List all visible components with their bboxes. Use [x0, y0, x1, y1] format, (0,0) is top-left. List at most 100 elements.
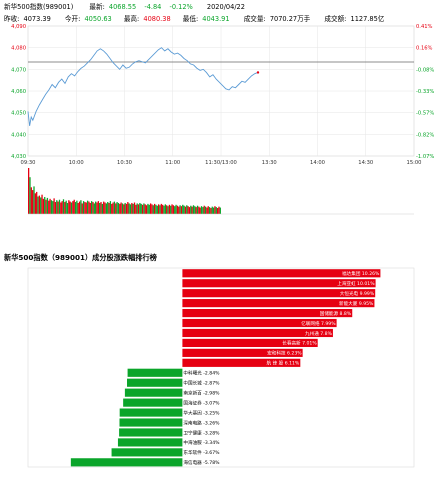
- volume-bar: [199, 207, 201, 214]
- volume-bar: [42, 198, 45, 214]
- volume-bar: [86, 200, 89, 214]
- high-label: 最高:: [123, 15, 140, 23]
- volume-bar: [76, 200, 78, 214]
- volume-bar: [70, 202, 73, 214]
- ranking-bar-label: 海信电器 -5.78%: [183, 459, 220, 466]
- volume-bar: [182, 204, 184, 214]
- volume-bar: [34, 193, 36, 214]
- ranking-bar: [182, 328, 333, 338]
- ranking-bar-label: 大恒光电 9.99%: [340, 290, 375, 297]
- volume-bar: [210, 208, 212, 214]
- volume-bar: [65, 200, 67, 214]
- volume-bar: [143, 203, 145, 214]
- volume-bar: [90, 201, 93, 214]
- volume-bar: [68, 200, 70, 214]
- ranking-plot-border: [27, 267, 415, 468]
- ranking-bar-label: 深南电路 -3.26%: [183, 419, 220, 426]
- ranking-bar: [117, 438, 183, 447]
- ranking-bar: [123, 398, 183, 407]
- volume-bar: [69, 201, 71, 214]
- open-label: 今开:: [64, 15, 81, 23]
- high-value: 4080.38: [143, 15, 171, 23]
- volume-bar: [72, 201, 74, 214]
- volume-bar: [160, 203, 162, 214]
- volume-bar: [190, 205, 192, 214]
- price-line: [27, 47, 259, 126]
- volume-bar: [58, 199, 61, 214]
- header-row-2: 昨收: 4073.39 今开: 4050.63 最高: 4080.38 最低: …: [4, 15, 384, 24]
- ranking-bar-label: 航 锋 股 6.11%: [267, 360, 300, 367]
- ranking-bar: [182, 348, 303, 357]
- x-tick: 10:30: [117, 160, 132, 166]
- volume-bar: [178, 206, 180, 214]
- volume-bar: [175, 204, 177, 214]
- volume-bar: [33, 186, 35, 214]
- y-tick-right: -0.57%: [416, 111, 434, 117]
- y-tick-right: 0.16%: [416, 46, 433, 52]
- x-tick: 11:30/13:00: [205, 160, 237, 166]
- volume-bar: [73, 199, 75, 214]
- ranking-bar-label: 新能大厦 9.95%: [339, 300, 374, 307]
- ranking-bar-label: 福达集团 10.26%: [342, 270, 380, 277]
- ranking-bar: [119, 428, 183, 437]
- open-value: 4050.63: [84, 15, 112, 23]
- volume-bar: [203, 205, 205, 214]
- ranking-chart: 福达集团 10.26% 上海亚虹 10.01% 大恒光电 9.99% 新能大厦 9.9…: [27, 267, 415, 468]
- ranking-bar: [182, 318, 337, 328]
- latest-label: 最新:: [89, 3, 105, 11]
- y-tick-left: 4,080: [11, 46, 26, 52]
- volume-bar: [101, 203, 104, 214]
- y-tick-right: -0.33%: [416, 89, 434, 95]
- y-tick-left: 4,090: [11, 24, 26, 30]
- ranking-bar: [127, 378, 183, 387]
- ranking-bar: [124, 388, 183, 397]
- volume-bar: [147, 203, 149, 214]
- volume-bar: [92, 202, 94, 214]
- volume-bar: [78, 201, 81, 214]
- trade-date: 2020/04/22: [206, 3, 245, 11]
- volume-bar: [123, 204, 125, 214]
- volume-bar: [174, 206, 176, 214]
- volume-bar: [95, 201, 97, 214]
- volume-bar: [88, 201, 90, 214]
- volume-bar: [207, 206, 209, 214]
- volume-bar: [80, 200, 82, 214]
- volume-bar: [89, 202, 91, 214]
- volume-bar: [166, 205, 168, 214]
- volume-bar: [155, 204, 157, 214]
- volume-bar: [196, 205, 199, 214]
- amount-label: 成交额:: [324, 15, 347, 23]
- volume-bar: [57, 201, 59, 214]
- ranking-bar: [182, 338, 318, 348]
- volume-bar: [81, 203, 83, 214]
- volume-bar: [54, 202, 57, 214]
- volume-bar: [108, 202, 110, 214]
- volume-value: 7070.27万手: [269, 15, 311, 23]
- y-tick-right: -1.07%: [416, 154, 434, 160]
- volume-bar: [48, 200, 50, 214]
- volume-bar: [107, 202, 109, 214]
- volume-bar: [113, 201, 116, 214]
- ranking-bar-label: 华大基因 -3.25%: [183, 409, 220, 416]
- ranking-bar-label: 东华软件 -3.67%: [183, 449, 220, 456]
- volume-bar: [167, 206, 169, 214]
- volume-bar: [119, 203, 121, 214]
- y-tick-left: 4,060: [11, 89, 26, 95]
- volume-bar: [219, 207, 221, 214]
- volume-bar: [139, 202, 141, 214]
- volume-bar: [131, 202, 133, 214]
- volume-bar: [140, 203, 142, 214]
- volume-bar: [216, 208, 219, 214]
- x-tick: 14:00: [310, 160, 325, 166]
- volume-bar: [84, 202, 86, 214]
- ranking-bar: [182, 289, 376, 298]
- ranking-bar: [127, 368, 183, 377]
- x-tick: 14:30: [358, 160, 373, 166]
- volume-bar: [176, 205, 179, 214]
- volume-bar: [214, 206, 216, 214]
- volume-bar: [117, 202, 120, 214]
- volume-bar: [124, 202, 126, 214]
- ranking-bar: [182, 279, 376, 288]
- x-tick: 13:30: [262, 160, 277, 166]
- volume-bar: [53, 198, 55, 214]
